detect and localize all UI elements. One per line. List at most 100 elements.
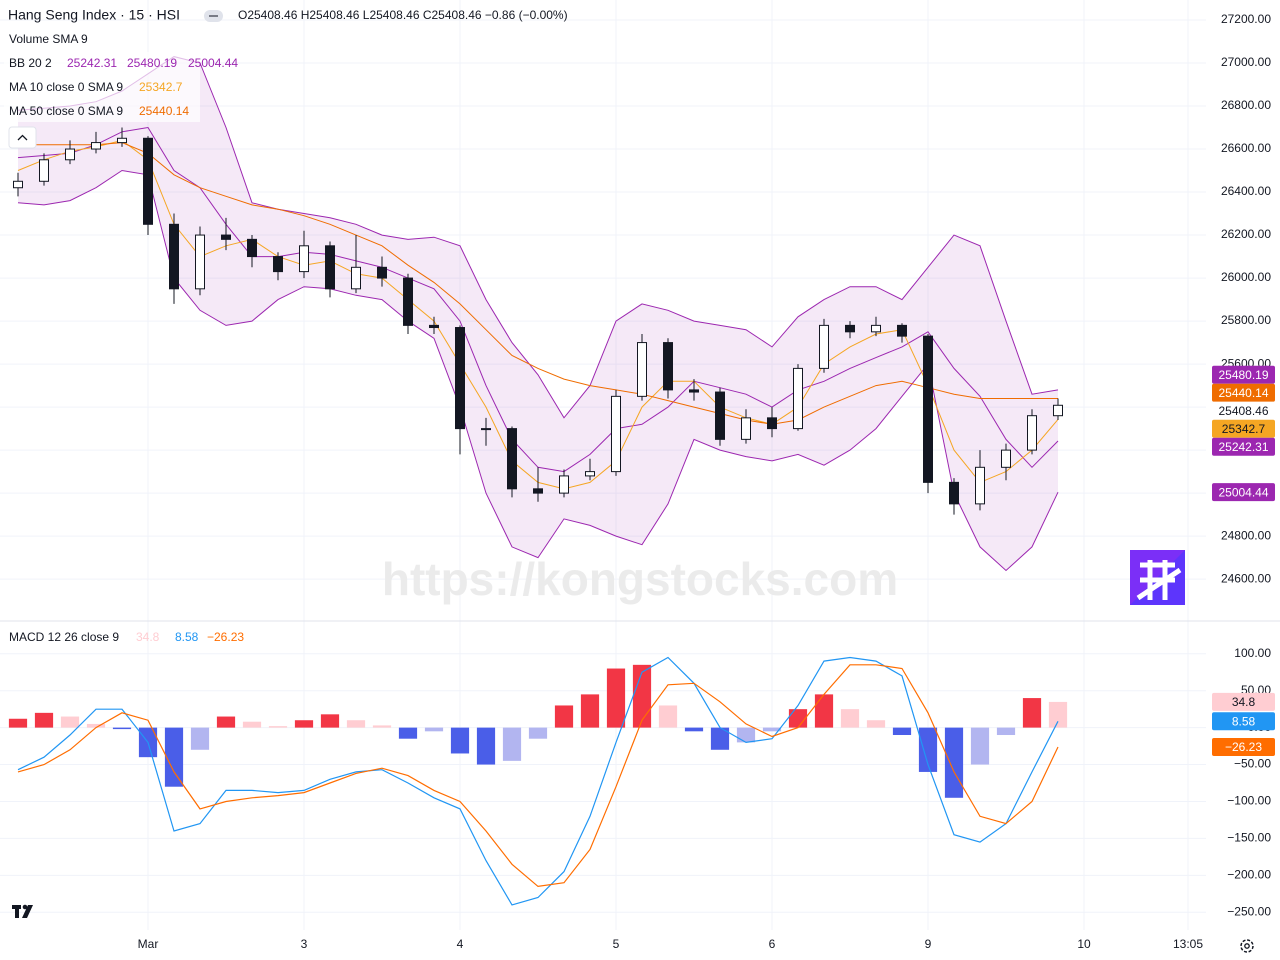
macd-line-value: 8.58 <box>175 630 199 644</box>
macd-histogram-bar <box>86 723 106 728</box>
bb-lower-line <box>17 169 1059 572</box>
candle-body <box>169 223 179 290</box>
x-tick-label: 4 <box>457 937 464 951</box>
overlay-layer: Mar345691013:0524600.0024800.0025000.002… <box>138 12 1275 951</box>
macd-histogram-bar <box>866 720 886 728</box>
y-tick-label: 26000.00 <box>1221 270 1271 284</box>
candle-body <box>559 475 569 494</box>
candle-body <box>195 234 205 290</box>
y-tick-label: 27200.00 <box>1221 12 1271 26</box>
plot-layer <box>0 0 1206 930</box>
macd-histogram-bar <box>1022 698 1042 728</box>
watermark: https://kongstocks.com <box>382 553 898 605</box>
y-tick-label: −150.00 <box>1227 831 1271 845</box>
candle-body <box>507 428 517 490</box>
bb-lower-value: 25004.44 <box>188 56 238 70</box>
x-tick-label: 3 <box>301 937 308 951</box>
candle-body <box>871 324 881 333</box>
macd-histogram-bar <box>632 664 652 728</box>
candle-body <box>39 159 49 182</box>
settings-gear[interactable] <box>1240 939 1254 953</box>
price-tag-label: 25004.44 <box>1218 485 1268 499</box>
symbol-title: Hang Seng Index · 15 · HSI <box>8 7 180 23</box>
macd-histogram-bar <box>762 727 782 732</box>
macd-histogram-bar <box>476 727 496 765</box>
price-tag <box>1212 437 1275 456</box>
macd-histogram-bar <box>736 727 756 743</box>
macd-histogram-bar <box>190 727 210 750</box>
ma10-value: 25342.7 <box>139 80 183 94</box>
price-tag <box>1212 419 1275 438</box>
collapse-legend-button[interactable] <box>8 126 37 149</box>
price-tag-label: 8.58 <box>1232 714 1256 728</box>
price-tag <box>1212 712 1275 731</box>
bb-legend: BB 20 2 <box>9 56 52 70</box>
brand-logo <box>1130 550 1185 605</box>
candle-body <box>481 428 491 431</box>
volume-legend: Volume SMA 9 <box>9 32 88 46</box>
price-tag-label: 25342.7 <box>1222 422 1266 436</box>
macd-histogram-bar <box>580 694 600 728</box>
y-tick-label: 24600.00 <box>1221 571 1271 585</box>
candle-body <box>299 245 309 273</box>
tv-logo[interactable] <box>12 904 33 918</box>
bb-fill <box>18 56 1058 571</box>
candle-body <box>455 327 465 430</box>
macd-histogram-bar <box>216 716 236 728</box>
logo-part <box>22 905 33 918</box>
macd-histogram-bar <box>918 727 938 772</box>
price-tag <box>1212 365 1275 384</box>
price-tag-label: 25440.14 <box>1218 386 1268 400</box>
candle-body <box>1027 415 1037 451</box>
macd-histogram-bar <box>8 718 28 728</box>
macd-histogram-bar <box>840 709 860 728</box>
macd-histogram-bar <box>372 725 392 728</box>
candle-body <box>13 180 23 189</box>
ma50-value: 25440.14 <box>139 104 189 118</box>
bb-upper-value: 25480.19 <box>127 56 177 70</box>
macd-histogram-bar <box>658 705 678 728</box>
macd-histogram-bar <box>944 727 964 798</box>
candle-body <box>247 238 257 258</box>
price-tag-label: 34.8 <box>1232 695 1256 709</box>
ma10-legend: MA 10 close 0 SMA 9 <box>9 80 123 94</box>
gear-inner <box>1244 943 1250 949</box>
y-tick-label: 27000.00 <box>1221 55 1271 69</box>
macd-histogram-bar <box>450 727 470 754</box>
gear-outer <box>1240 939 1254 953</box>
macd-histogram-bar <box>554 705 574 728</box>
candle-body <box>117 137 127 144</box>
candle-body <box>273 256 283 273</box>
candle-body <box>793 367 803 430</box>
pill-icon <box>209 15 218 17</box>
price-tag <box>1212 692 1275 711</box>
macd-histogram-bar <box>242 721 262 728</box>
price-tag <box>1212 483 1275 502</box>
macd-histogram-bar <box>970 727 990 765</box>
candle-body <box>533 488 543 494</box>
macd-histogram-bar <box>398 727 418 739</box>
candle-body <box>429 324 439 329</box>
macd-histogram-bar <box>164 727 184 787</box>
candle-body <box>91 142 101 150</box>
macd-histogram-bar <box>346 720 366 728</box>
y-tick-label: 26800.00 <box>1221 98 1271 112</box>
macd-histogram-bar <box>814 694 834 728</box>
x-tick-label: Mar <box>138 937 159 951</box>
price-tag-label: 25408.46 <box>1218 404 1268 418</box>
candle-body <box>611 395 621 473</box>
candle-body <box>637 342 647 397</box>
macd-histogram-bar <box>294 720 314 728</box>
candle-body <box>975 466 985 505</box>
macd-histogram-bar <box>1048 701 1068 728</box>
y-tick-label: −200.00 <box>1227 868 1271 882</box>
candle-body <box>741 417 751 440</box>
x-tick-label: 5 <box>613 937 620 951</box>
macd-histogram-bar <box>606 668 626 728</box>
price-tag <box>1212 401 1275 420</box>
macd-histogram-bar <box>528 727 548 739</box>
y-tick-label: 25800.00 <box>1221 313 1271 327</box>
macd-hist-value: 34.8 <box>136 630 160 644</box>
ohlc-readout: O25408.46 H25408.46 L25408.46 C25408.46 … <box>238 8 568 22</box>
